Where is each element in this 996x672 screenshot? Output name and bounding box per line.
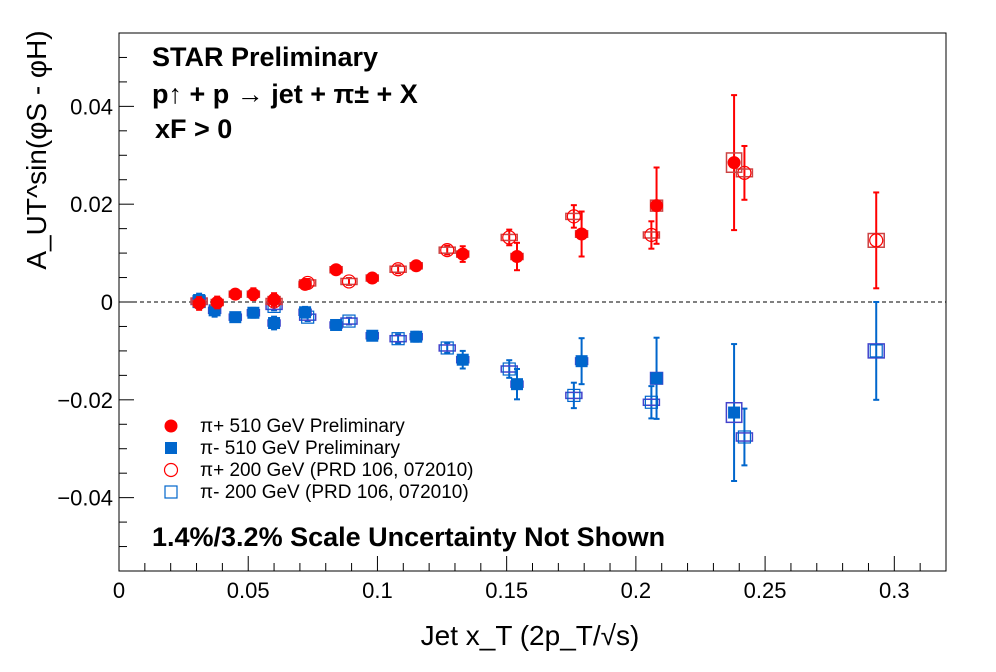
annotation-scale-uncertainty: 1.4%/3.2% Scale Uncertainty Not Shown [152, 522, 665, 552]
data-point [650, 372, 663, 385]
y-tick-label: −0.02 [57, 388, 113, 413]
systematic-box [500, 233, 518, 242]
legend-marker-pi-minus-510 [165, 442, 177, 454]
x-tick-label: 0.15 [485, 578, 528, 603]
systematic-box [389, 265, 407, 273]
legend: π+ 510 GeV Preliminary π- 510 GeV Prelim… [163, 416, 473, 503]
data-point [365, 271, 379, 285]
data-point [268, 317, 281, 330]
data-point [510, 250, 524, 264]
annotation-star-preliminary: STAR Preliminary [152, 42, 378, 72]
systematic-box [725, 152, 743, 174]
data-point [298, 277, 312, 291]
data-point [341, 274, 357, 289]
series-1 [192, 292, 743, 483]
legend-label-pi-minus-200: π- 200 GeV (PRD 106, 072010) [200, 482, 469, 503]
x-tick-label: 0.3 [879, 578, 910, 603]
data-point [440, 341, 454, 355]
data-point [456, 353, 469, 366]
data-point [267, 293, 281, 307]
data-point [391, 332, 405, 346]
data-point [510, 378, 523, 391]
legend-label-pi-plus-200: π+ 200 GeV (PRD 106, 072010) [200, 460, 473, 481]
legend-label-pi-minus-510: π- 510 GeV Preliminary [200, 438, 401, 459]
series-0 [192, 94, 743, 311]
data-point [567, 388, 581, 403]
data-point [728, 406, 741, 419]
data-point [366, 329, 379, 342]
data-point [727, 156, 741, 170]
systematic-box [867, 343, 885, 359]
data-point [644, 227, 659, 243]
data-point [869, 233, 884, 248]
legend-marker-pi-plus-510 [164, 419, 178, 433]
systematic-box [438, 246, 456, 254]
data-point [391, 262, 406, 277]
annotation-xf: xF > 0 [155, 114, 232, 144]
data-point [342, 314, 356, 328]
data-point [410, 330, 423, 343]
x-tick-label: 0 [113, 578, 125, 603]
systematic-box [642, 231, 661, 239]
data-point [575, 355, 588, 368]
legend-marker-pi-plus-200 [163, 462, 179, 478]
systematic-box [438, 344, 456, 352]
x-tick-label: 0.05 [227, 578, 270, 603]
y-tick-label: −0.04 [57, 486, 113, 511]
x-tick-label: 0.25 [744, 578, 787, 603]
data-point [228, 287, 242, 301]
data-point [409, 259, 423, 273]
y-tick-label: 0 [101, 290, 113, 315]
y-tick-label: 0.02 [70, 192, 113, 217]
legend-marker-pi-minus-200 [164, 485, 178, 499]
x-tick-label: 0.1 [362, 578, 393, 603]
data-point [737, 430, 752, 444]
x-tick-label: 0.2 [621, 578, 652, 603]
y-tick-label: 0.04 [70, 94, 113, 119]
data-point [650, 199, 664, 213]
data-layer [190, 94, 885, 483]
x-axis-title: Jet x_T (2p_T/√s) [421, 620, 640, 651]
data-point [330, 318, 343, 331]
data-point [329, 263, 343, 277]
systematic-box [340, 277, 358, 286]
systematic-box [565, 391, 583, 400]
y-axis-title: A_UT^sin(φS - φH) [21, 30, 52, 269]
data-point [229, 311, 242, 324]
systematic-box [389, 334, 407, 343]
data-point [566, 209, 581, 224]
systematic-box [725, 401, 743, 424]
data-point [247, 306, 260, 319]
data-point [456, 247, 470, 261]
data-point [246, 287, 260, 301]
systematic-box [642, 398, 661, 407]
systematic-box [735, 432, 754, 442]
annotation-reaction: p↑ + p → jet + π± + X [152, 79, 418, 109]
data-point [192, 296, 206, 310]
ticks-layer: 0 0.05 0.1 0.15 0.2 0.25 0.3 −0.04 −0.02 0 0.02 0.0… [57, 32, 947, 603]
data-point [502, 230, 517, 245]
legend-label-pi-plus-510: π+ 510 GeV Preliminary [200, 416, 405, 437]
data-point [210, 295, 224, 309]
data-point [440, 243, 455, 258]
data-point [869, 344, 883, 358]
data-point [299, 306, 312, 319]
data-point [575, 227, 589, 241]
